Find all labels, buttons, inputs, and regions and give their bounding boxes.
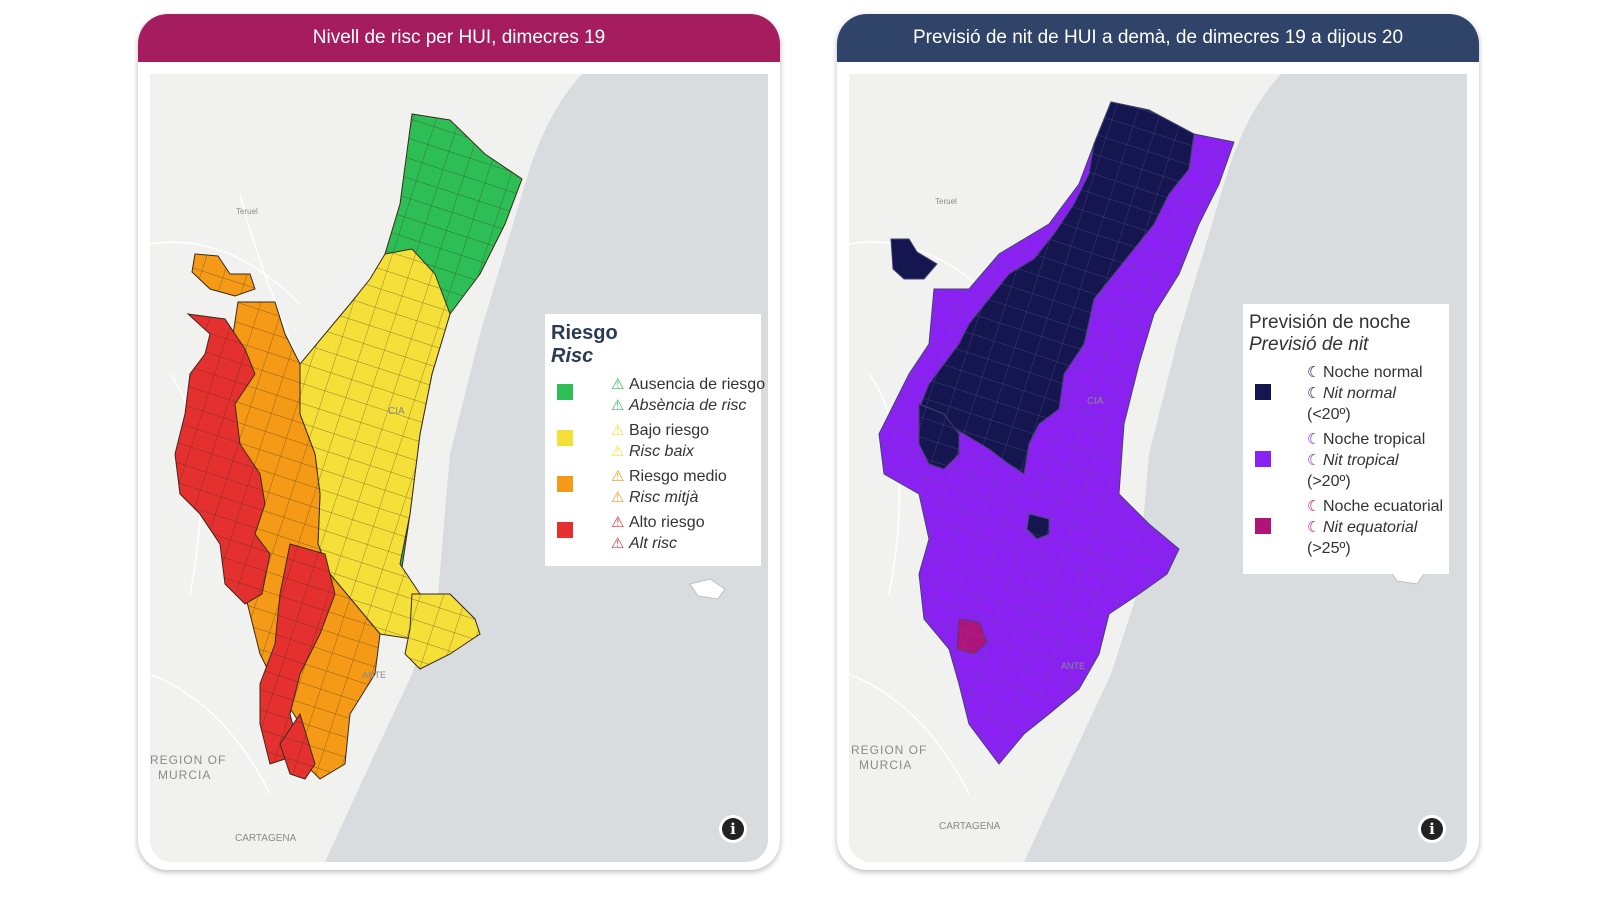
night-forecast-map[interactable]: Teruel CIA ANTE REGION OF MURCIA CARTAGE… xyxy=(849,74,1467,862)
map-label-cartagena: CARTAGENA xyxy=(939,821,1001,832)
risk-legend-subtitle: Risc xyxy=(551,345,594,367)
risk-legend-item: ⚠ Alto riesgo ⚠ Alt risc xyxy=(551,510,761,556)
map-label-alicante: ANTE xyxy=(1061,661,1085,671)
legend-swatch xyxy=(1255,384,1271,400)
risk-legend-item: ⚠ Riesgo medio ⚠ Risc mitjà xyxy=(551,464,761,510)
legend-range: (>25º) xyxy=(1307,540,1351,557)
legend-label-es: Noche tropical xyxy=(1323,431,1426,448)
warning-triangle-icon: ⚠ xyxy=(611,468,625,485)
legend-label-es: Alto riesgo xyxy=(629,514,705,531)
night-legend-item: ☾ Noche normal ☾ Nit normal (<20º) xyxy=(1249,362,1449,429)
night-forecast-card: Previsió de nit de HUI a demà, de dimecr… xyxy=(837,14,1479,870)
map-label-murcia-2: MURCIA xyxy=(158,768,211,782)
moon-icon: ☾ xyxy=(1307,364,1321,381)
map-label-murcia-2: MURCIA xyxy=(859,758,912,772)
legend-label-va: Nit equatorial xyxy=(1323,519,1418,536)
legend-label-es: Noche ecuatorial xyxy=(1323,498,1444,515)
warning-triangle-icon: ⚠ xyxy=(611,397,625,414)
legend-label-va: Nit normal xyxy=(1323,385,1396,402)
legend-swatch xyxy=(557,522,573,538)
legend-swatch xyxy=(557,430,573,446)
legend-label-va: Risc baix xyxy=(629,443,694,460)
risk-legend: Riesgo Risc ⚠ Ausencia de riesgo ⚠ Absència… xyxy=(545,314,765,566)
risk-map-title: Nivell de risc per HUI, dimecres 19 xyxy=(138,14,780,62)
night-legend-title: Previsión de noche xyxy=(1249,312,1411,333)
warning-triangle-icon: ⚠ xyxy=(611,535,625,552)
map-label-murcia-1: REGION OF xyxy=(150,753,226,767)
risk-legend-title: Riesgo xyxy=(551,322,618,344)
info-icon[interactable]: i xyxy=(722,818,744,840)
legend-swatch xyxy=(557,476,573,492)
night-legend: Previsión de noche Previsió de nit ☾ Noch… xyxy=(1243,304,1449,574)
moon-icon: ☾ xyxy=(1307,498,1321,515)
legend-label-va: Nit tropical xyxy=(1323,452,1399,469)
legend-label-es: Bajo riesgo xyxy=(629,422,710,439)
warning-triangle-icon: ⚠ xyxy=(611,376,625,393)
night-legend-subtitle: Previsió de nit xyxy=(1249,334,1369,355)
legend-label-va: Alt risc xyxy=(629,535,677,552)
risk-map-card: Nivell de risc per HUI, dimecres 19 xyxy=(138,14,780,870)
legend-range: (>20º) xyxy=(1307,473,1351,490)
moon-icon: ☾ xyxy=(1307,385,1321,402)
moon-icon: ☾ xyxy=(1307,519,1321,536)
ibiza-island xyxy=(689,578,726,600)
moon-icon: ☾ xyxy=(1307,452,1321,469)
warning-triangle-icon: ⚠ xyxy=(611,443,625,460)
map-label-cartagena: CARTAGENA xyxy=(235,833,297,844)
map-label-teruel: Teruel xyxy=(935,197,957,206)
map-label-valencia: CIA xyxy=(388,406,405,417)
night-forecast-title: Previsió de nit de HUI a demà, de dimecr… xyxy=(837,14,1479,62)
night-legend-item: ☾ Noche ecuatorial ☾ Nit equatorial (>25º) xyxy=(1249,496,1449,563)
map-label-teruel: Teruel xyxy=(236,207,258,216)
map-label-valencia: CIA xyxy=(1087,396,1104,407)
legend-label-es: Ausencia de riesgo xyxy=(629,376,766,393)
legend-label-es: Riesgo medio xyxy=(629,468,727,485)
legend-range: (<20º) xyxy=(1307,406,1351,423)
warning-triangle-icon: ⚠ xyxy=(611,489,625,506)
warning-triangle-icon: ⚠ xyxy=(611,422,625,439)
night-map-canvas[interactable]: Teruel CIA ANTE REGION OF MURCIA CARTAGE… xyxy=(849,74,1467,862)
map-label-murcia-1: REGION OF xyxy=(851,743,927,757)
info-icon[interactable]: i xyxy=(1421,818,1443,840)
moon-icon: ☾ xyxy=(1307,431,1321,448)
risk-map[interactable]: Teruel CIA ANTE REGION OF MURCIA CARTAGE… xyxy=(150,74,768,862)
night-legend-item: ☾ Noche tropical ☾ Nit tropical (>20º) xyxy=(1249,429,1449,496)
risk-legend-item: ⚠ Bajo riesgo ⚠ Risc baix xyxy=(551,418,761,464)
legend-swatch xyxy=(1255,518,1271,534)
legend-swatch xyxy=(557,384,573,400)
legend-label-va: Risc mitjà xyxy=(629,489,699,506)
legend-label-es: Noche normal xyxy=(1323,364,1423,381)
legend-label-va: Absència de risc xyxy=(629,397,747,414)
legend-swatch xyxy=(1255,451,1271,467)
warning-triangle-icon: ⚠ xyxy=(611,514,625,531)
map-label-alicante: ANTE xyxy=(362,670,386,680)
risk-legend-item: ⚠ Ausencia de riesgo ⚠ Absència de risc xyxy=(551,372,765,418)
